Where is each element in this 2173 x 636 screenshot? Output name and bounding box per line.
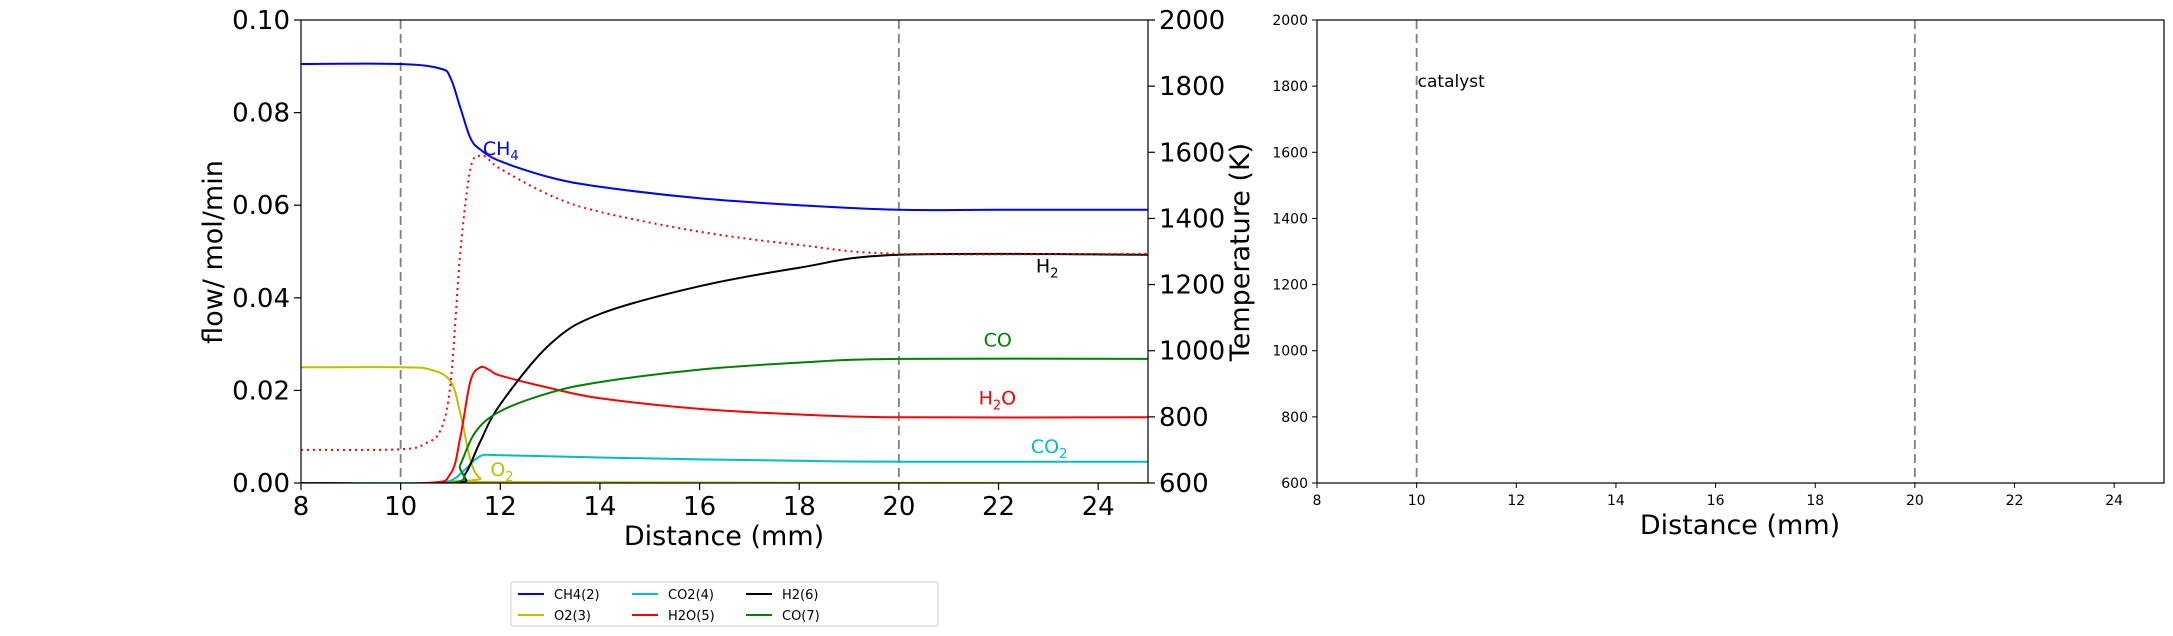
left-y2-tick-label: 800 [1159,403,1209,433]
left-x-tick-label: 10 [384,492,417,522]
right-x-axis-label: Distance (mm) [1640,510,1840,541]
legend: CH4(2) O2(3) CO2(4) H2O(5) H2(6) CO(7) [510,581,939,627]
left-y2-ticks: 600 800 1000 1200 1400 1600 1800 2000 [1148,6,1225,499]
right-x-tick-label: 20 [1906,493,1924,509]
left-x-axis-label: Distance (mm) [624,521,824,552]
legend-label: CO(7) [782,609,820,624]
right-y-tick-label: 800 [1281,410,1308,426]
right-x-tick-label: 10 [1408,493,1426,509]
left-plot-frame [300,19,1149,484]
right-x-tick-label: 24 [2105,493,2123,509]
right-x-ticks: 8 10 12 14 16 18 20 22 24 [1313,483,2123,509]
left-y2-axis-label: Temperature (K) [1225,143,1256,362]
legend-frame [510,581,939,627]
right-chart: 8 10 12 14 16 18 20 22 24 600 800 1000 1200 1400 1600… [1272,13,2165,541]
left-y-ticks: 0.00 0.02 0.04 0.06 0.08 0.10 [232,6,301,499]
legend-label: O2(3) [554,609,591,624]
series-line-co7 [301,357,1148,483]
right-y-ticks: 600 800 1000 1200 1400 1600 1800 2000 [1272,13,1317,492]
series-line-h2o5 [301,365,1148,483]
right-y-tick-label: 1200 [1272,278,1308,294]
left-y2-tick-label: 1800 [1159,72,1225,102]
right-y-tick-label: 1000 [1272,344,1308,360]
left-y2-tick-label: 1400 [1159,204,1225,234]
temperature-line [301,154,1148,451]
left-y-tick-label: 0.06 [232,191,290,221]
legend-label: CH4(2) [554,588,600,603]
left-annotations: CH4 H2 CO H2O CO2 O2 [483,138,1068,485]
series-annotation: CH4 [483,138,519,164]
left-x-tick-label: 8 [293,492,310,522]
left-y2-tick-label: 600 [1159,469,1209,499]
left-y-tick-label: 0.10 [232,6,290,36]
left-x-tick-label: 24 [1082,492,1115,522]
right-y-tick-label: 600 [1281,476,1308,492]
left-y2-tick-label: 2000 [1159,6,1225,36]
left-y-tick-label: 0.02 [232,376,290,406]
right-y-tick-label: 1800 [1272,79,1308,95]
right-x-tick-label: 22 [2006,493,2024,509]
series-annotation: H2O [979,387,1017,413]
right-y-tick-label: 2000 [1272,13,1308,29]
left-y2-tick-label: 1200 [1159,271,1225,301]
series-line-h26 [301,252,1148,483]
left-x-tick-label: 18 [783,492,816,522]
series-annotation: O2 [490,459,513,485]
legend-label: CO2(4) [668,588,714,603]
left-vlines [399,20,900,483]
left-y2-tick-label: 1000 [1159,337,1225,367]
legend-label: H2O(5) [668,609,715,624]
right-x-tick-label: 12 [1507,493,1525,509]
right-x-tick-label: 16 [1707,493,1725,509]
series-line-ch42 [301,62,1148,212]
series-annotation: CO2 [1031,436,1068,462]
right-x-tick-label: 14 [1607,493,1625,509]
right-x-tick-label: 18 [1806,493,1824,509]
left-x-ticks: 8 10 12 14 16 18 20 22 24 [293,483,1115,522]
left-series [301,62,1148,483]
left-x-tick-label: 16 [683,492,716,522]
left-chart: 8 10 12 14 16 18 20 22 24 0.000.020.040.060.080.… [198,6,1256,552]
left-y-tick-label: 0.00 [232,469,290,499]
left-y-tick-label: 0.08 [232,99,290,129]
left-y-tick-label: 0.04 [232,284,290,314]
legend-label: H2(6) [782,588,818,603]
right-y-tick-label: 1600 [1272,145,1308,161]
left-y-axis-label: flow/ mol/min [198,160,229,344]
left-x-tick-label: 22 [982,492,1015,522]
left-y2-tick-label: 1600 [1159,138,1225,168]
left-x-tick-label: 14 [583,492,616,522]
left-x-tick-label: 20 [882,492,915,522]
catalyst-annotation: catalyst [1418,72,1485,92]
left-x-tick-label: 12 [484,492,517,522]
right-y-tick-label: 1400 [1272,211,1308,227]
right-x-tick-label: 8 [1313,493,1322,509]
series-annotation: H2 [1036,255,1059,281]
legend-entries: CH4(2) O2(3) CO2(4) H2O(5) H2(6) CO(7) [518,588,820,624]
right-plot-frame [1316,19,2165,484]
series-annotation: CO [984,329,1012,351]
right-vlines [1415,20,1916,483]
